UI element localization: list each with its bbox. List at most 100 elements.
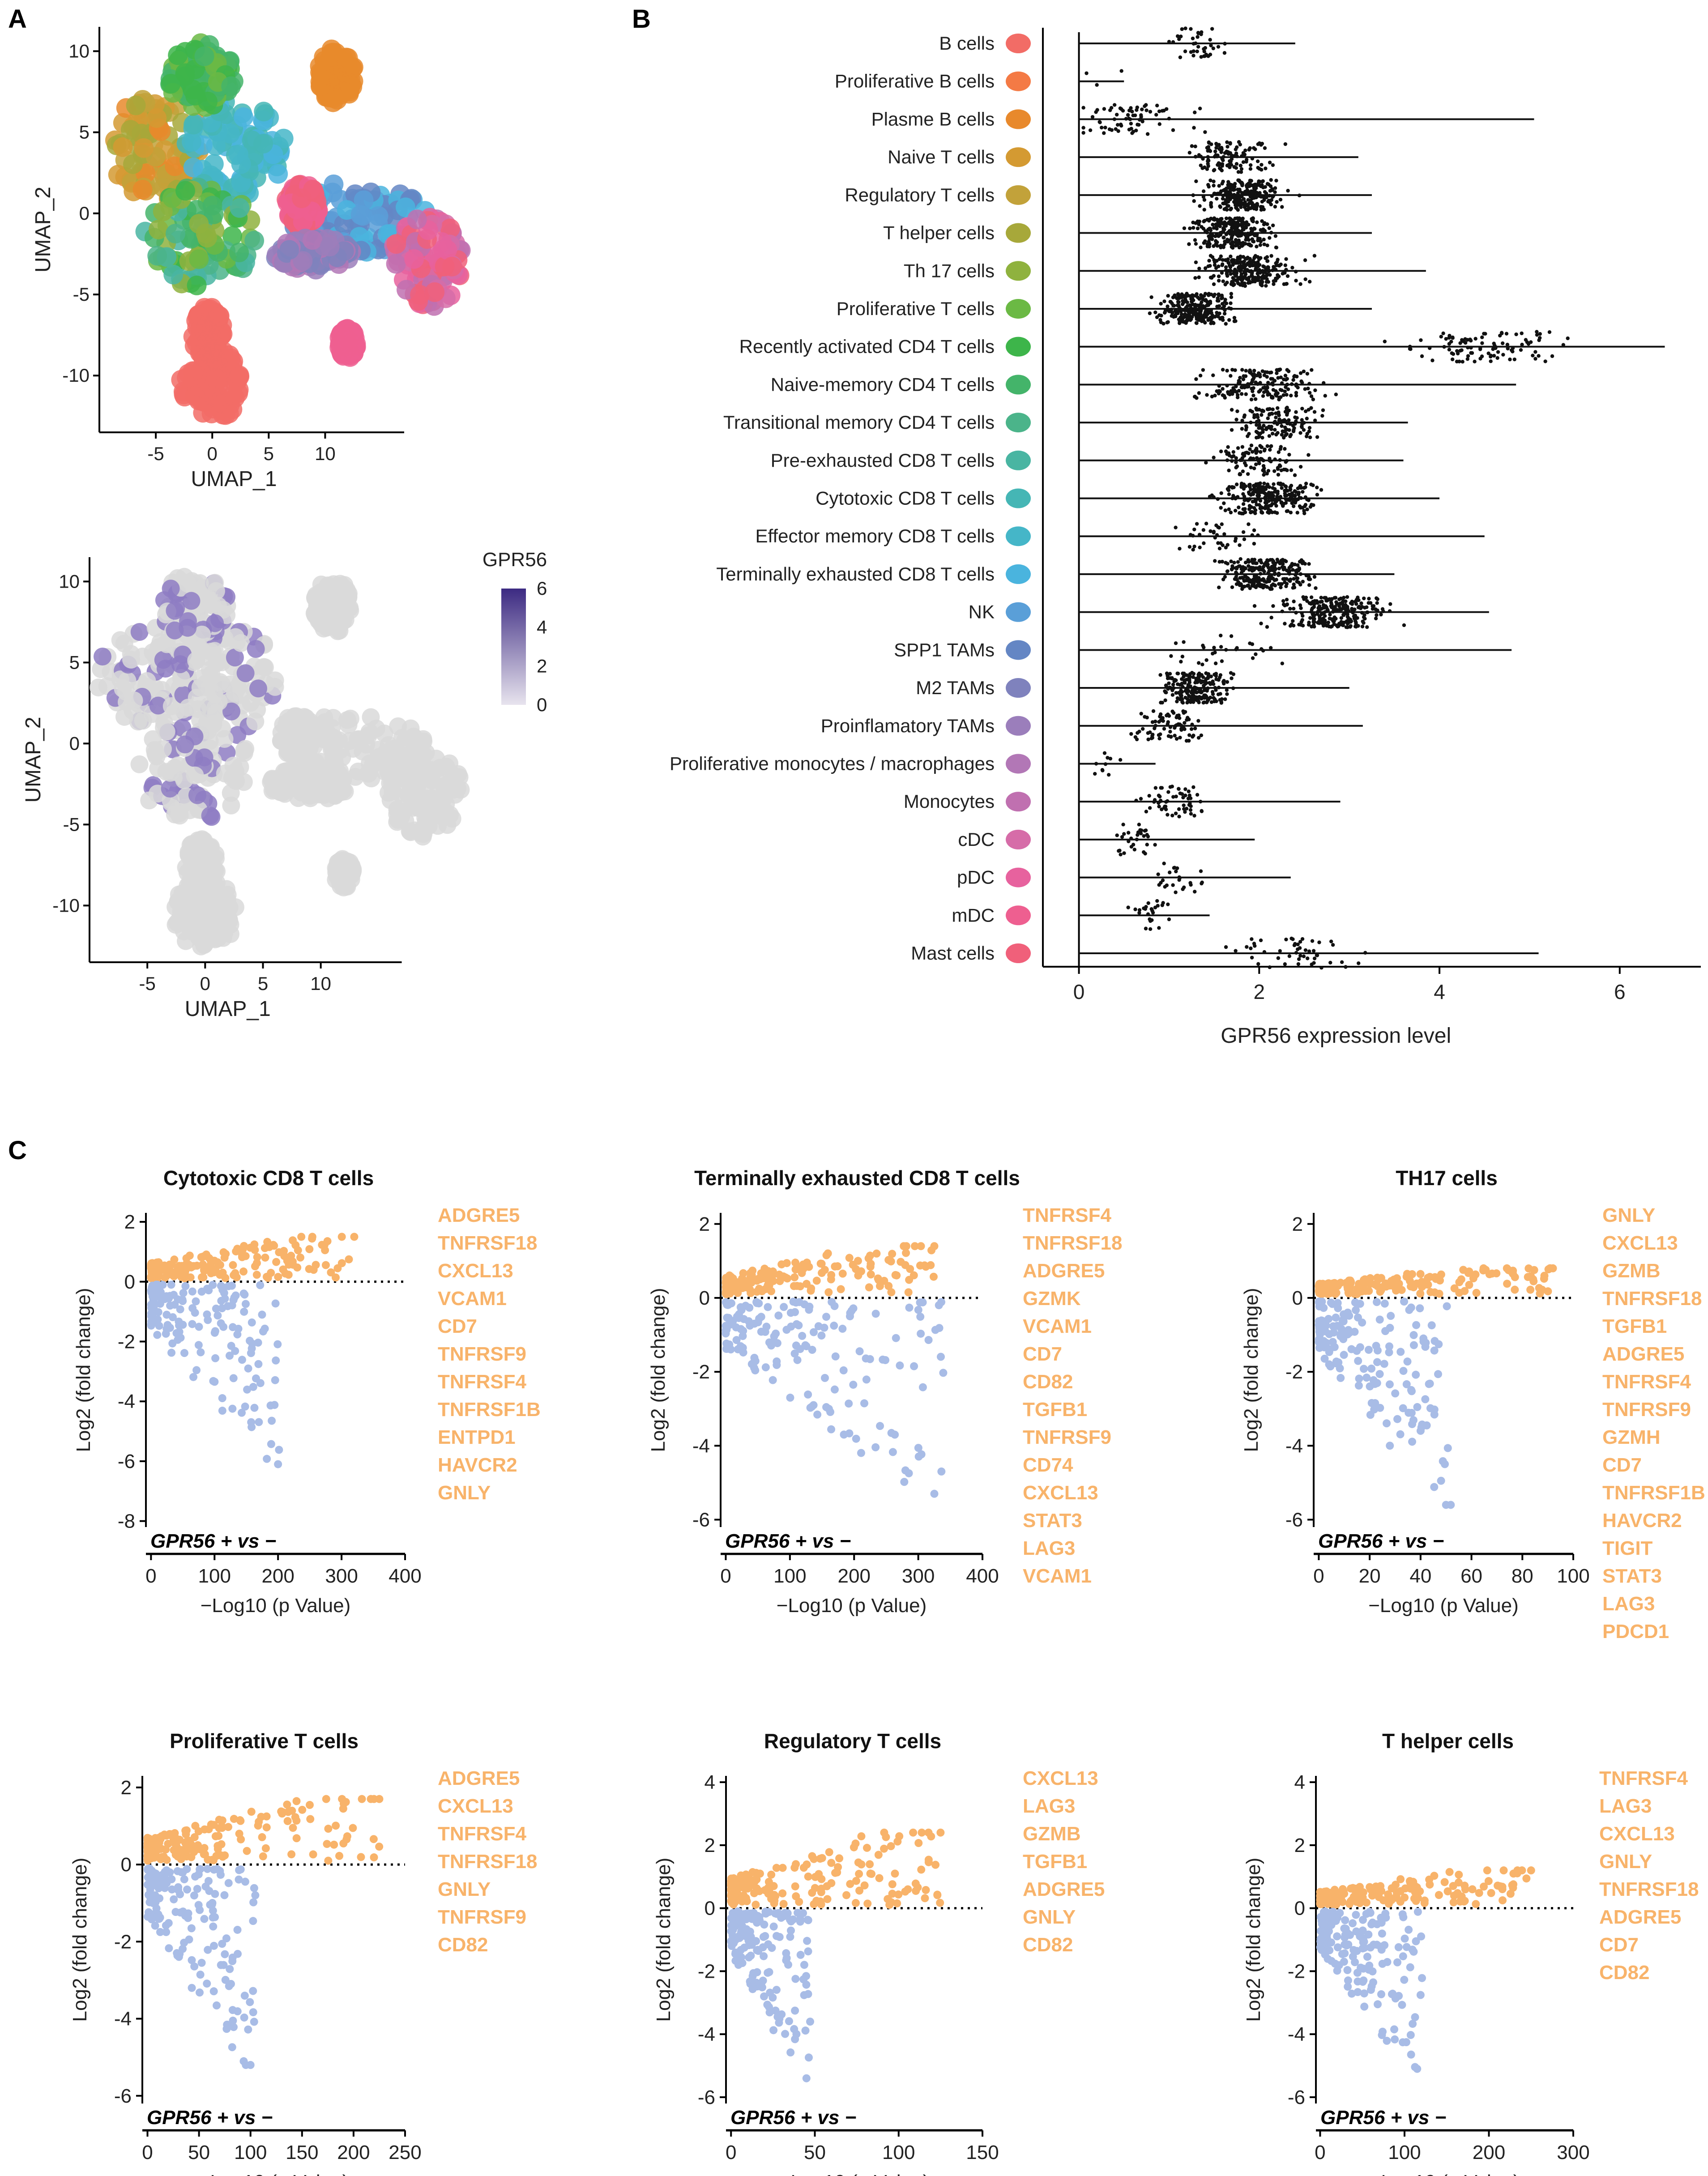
cell-point (1321, 611, 1326, 615)
cell-point (1463, 341, 1468, 345)
cell-cluster (310, 39, 363, 112)
y-tick-label: -5 (63, 814, 80, 835)
cell-point (1081, 106, 1085, 110)
cell-point (1313, 388, 1317, 393)
cell-point (1241, 469, 1245, 474)
cell-point (1268, 273, 1272, 277)
cell-point (1350, 602, 1354, 606)
cell-point (1291, 606, 1296, 611)
x-tick-label: 4 (1434, 980, 1445, 1003)
cell-point (1197, 391, 1201, 395)
cell-point (1241, 530, 1246, 534)
cell-point (1188, 310, 1192, 314)
cell-point (1222, 501, 1226, 505)
cell-point (1258, 481, 1262, 486)
cell-point (1303, 258, 1307, 262)
cell-point (1300, 418, 1304, 422)
cell-point (1167, 40, 1171, 44)
cell-point (1286, 188, 1290, 193)
cell-point (1218, 389, 1222, 394)
cell-point (1315, 599, 1319, 603)
cell-point (1191, 547, 1195, 552)
cell-point (1330, 597, 1334, 601)
cell-point (341, 732, 359, 750)
cell-point (1379, 612, 1383, 617)
cell-point (130, 755, 149, 773)
cell-point (1284, 559, 1288, 563)
x-tick-label: 6 (1614, 980, 1626, 1003)
cell-point (1290, 495, 1294, 499)
cell-point (1094, 110, 1098, 114)
cell-point (1257, 192, 1261, 196)
cell-point (1277, 573, 1281, 577)
cell-point (1131, 129, 1136, 134)
cell-point (1276, 257, 1280, 262)
cell-point (1262, 569, 1266, 574)
cell-point (1298, 465, 1303, 469)
cell-point (1480, 335, 1484, 339)
cell-point (1307, 408, 1311, 412)
cell-point (1275, 511, 1279, 515)
cell-point (1235, 495, 1240, 499)
cell-point (1268, 503, 1272, 508)
cell-point (1264, 492, 1268, 496)
cell-point (1193, 111, 1197, 115)
cell-point (303, 230, 323, 250)
cell-point (1480, 354, 1484, 358)
cell-point (1230, 185, 1234, 189)
cell-point (1174, 641, 1178, 645)
cell-point (1450, 351, 1454, 355)
cell-point (1329, 625, 1333, 629)
cell-point (1242, 270, 1247, 275)
cell-point (1251, 457, 1255, 461)
cell-point (443, 810, 461, 828)
cell-point (1322, 596, 1327, 600)
cell-point (1213, 661, 1218, 666)
cell-point (1248, 485, 1252, 489)
cell-point (1112, 103, 1117, 107)
cell-point (168, 45, 188, 65)
cell-point (1098, 120, 1102, 124)
cell-point (1232, 485, 1236, 490)
cell-point (1368, 601, 1373, 605)
cell-point (1231, 450, 1235, 454)
cell-point (322, 84, 342, 104)
cell-point (1283, 425, 1287, 430)
cell-point (1199, 32, 1203, 36)
cell-point (1145, 132, 1150, 136)
cell-cluster (329, 319, 366, 367)
cell-point (1202, 165, 1207, 170)
x-tick-label: 5 (258, 973, 268, 994)
cell-point (1261, 577, 1265, 581)
cell-point (1204, 298, 1208, 302)
cell-point (1460, 338, 1464, 342)
cell-point (1284, 501, 1288, 505)
cell-point (1331, 610, 1335, 614)
cell-point (1293, 473, 1297, 477)
cell-point (1188, 318, 1192, 322)
cell-point (1287, 578, 1291, 582)
cell-point (1233, 230, 1237, 234)
cell-point (1309, 482, 1313, 486)
cell-point (1248, 195, 1253, 199)
cell-point (1262, 481, 1266, 486)
cell-point (1239, 233, 1243, 238)
cell-point (1336, 624, 1340, 629)
cell-point (1265, 444, 1269, 448)
cell-point (183, 158, 203, 178)
cell-point (1297, 193, 1302, 197)
cell-point (1240, 368, 1244, 372)
cell-point (1361, 619, 1365, 623)
cell-point (1309, 595, 1314, 599)
cell-point (1262, 242, 1266, 247)
cell-point (1265, 625, 1269, 629)
colorbar (501, 589, 526, 705)
cell-point (1473, 359, 1477, 364)
cell-point (1257, 257, 1261, 261)
cell-cluster (183, 298, 233, 374)
cell-point (1269, 459, 1273, 464)
cell-point (1307, 583, 1311, 587)
category-swatch (1006, 34, 1031, 53)
cell-point (1211, 46, 1215, 51)
